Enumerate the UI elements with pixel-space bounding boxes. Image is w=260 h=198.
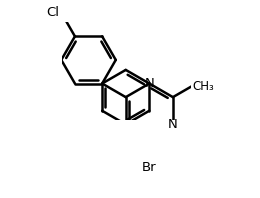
Text: Br: Br <box>142 161 157 174</box>
Text: N: N <box>168 118 178 131</box>
Text: N: N <box>145 77 154 90</box>
Text: CH₃: CH₃ <box>193 80 214 93</box>
Text: Cl: Cl <box>46 6 59 19</box>
